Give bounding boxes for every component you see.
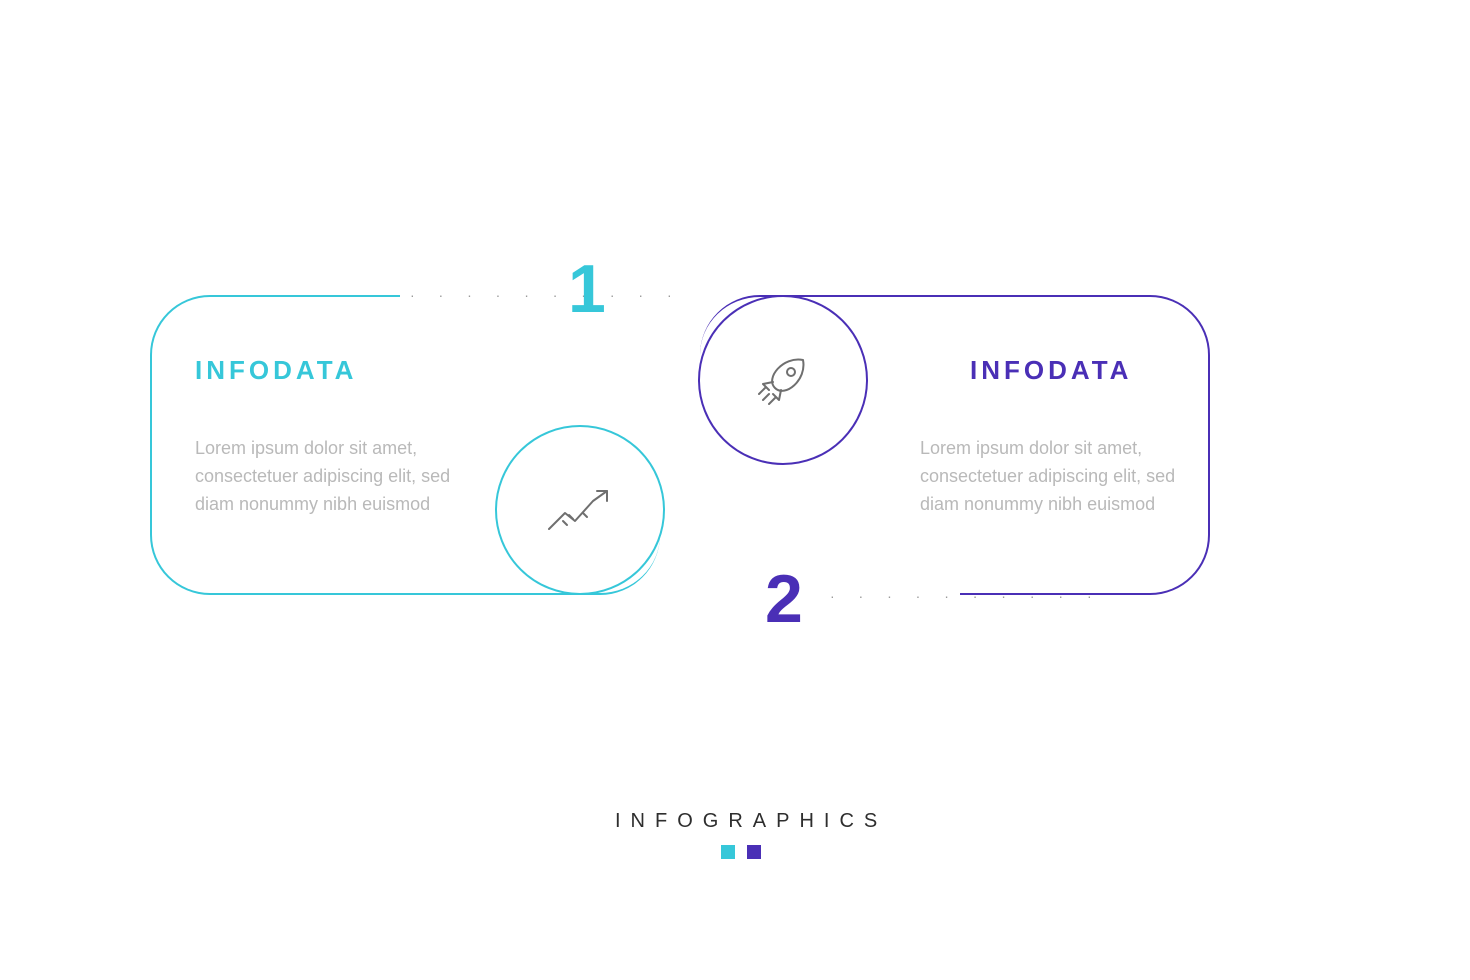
footer-square-1 (721, 845, 735, 859)
footer-label: INFOGRAPHICS (615, 810, 887, 833)
card-2-body: Lorem ipsum dolor sit amet, consectetuer… (920, 435, 1200, 519)
card-1-dots: · · · · · · · · · · (410, 287, 682, 303)
card-2-title: INFODATA (970, 355, 1132, 386)
card-1-icon-circle (495, 425, 665, 595)
card-2-dots: · · · · · · · · · · (830, 588, 1102, 604)
card-1-body: Lorem ipsum dolor sit amet, consectetuer… (195, 435, 475, 519)
card-1-number: 1 (568, 250, 606, 328)
card-1-title: INFODATA (195, 355, 357, 386)
infographic-canvas: · · · · · · · · · · 1 INFODATA Lorem ips… (0, 0, 1470, 980)
rocket-icon (753, 350, 813, 410)
card-2-icon-circle (698, 295, 868, 465)
chart-up-icon (545, 485, 615, 535)
footer-square-2 (747, 845, 761, 859)
card-2-number: 2 (765, 560, 803, 638)
